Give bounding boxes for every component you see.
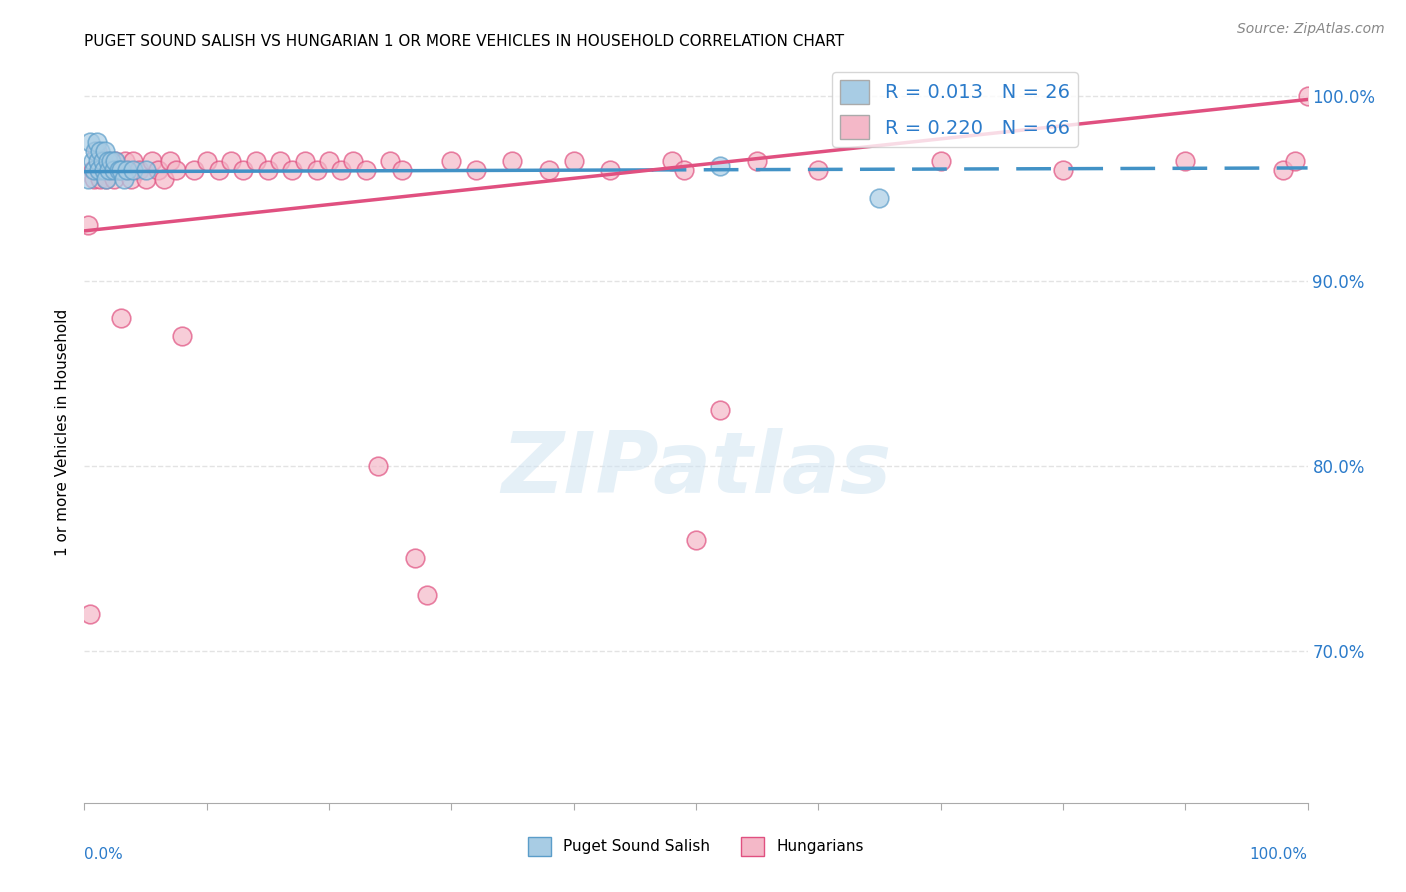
- Point: [89, 172, 111, 186]
- Point: [77, 219, 100, 233]
- Point: [367, 458, 389, 473]
- Point: [404, 551, 426, 566]
- Point: [104, 153, 127, 168]
- Point: [391, 162, 413, 177]
- Point: [86, 145, 108, 159]
- Point: [172, 329, 194, 343]
- Point: [110, 162, 132, 177]
- Point: [342, 153, 364, 168]
- Point: [153, 172, 176, 186]
- Point: [183, 162, 205, 177]
- Point: [807, 162, 830, 177]
- Point: [538, 162, 561, 177]
- Point: [440, 153, 463, 168]
- Point: [709, 403, 731, 417]
- Point: [93, 162, 115, 177]
- Point: [416, 589, 439, 603]
- Point: [107, 162, 129, 177]
- Point: [97, 153, 120, 168]
- Point: [195, 153, 218, 168]
- Point: [281, 162, 304, 177]
- Point: [159, 153, 181, 168]
- Point: [232, 162, 254, 177]
- Point: [94, 162, 117, 177]
- Point: [294, 153, 316, 168]
- Point: [269, 153, 291, 168]
- Point: [100, 162, 122, 177]
- Point: [107, 162, 129, 177]
- Point: [709, 159, 731, 173]
- Point: [380, 153, 402, 168]
- Point: [91, 153, 114, 168]
- Point: [672, 162, 695, 177]
- Point: [115, 162, 138, 177]
- Point: [110, 310, 132, 325]
- Point: [120, 172, 142, 186]
- Point: [91, 153, 114, 168]
- Point: [97, 153, 120, 168]
- Point: [135, 172, 157, 186]
- Point: [94, 145, 117, 159]
- Point: [82, 162, 104, 177]
- Point: [97, 162, 120, 177]
- Point: [685, 533, 707, 547]
- Point: [141, 153, 163, 168]
- Point: [330, 162, 353, 177]
- Point: [115, 162, 138, 177]
- Point: [77, 172, 100, 186]
- Point: [318, 153, 340, 168]
- Point: [208, 162, 231, 177]
- Point: [562, 153, 585, 168]
- Point: [869, 190, 891, 204]
- Point: [87, 162, 110, 177]
- Point: [84, 145, 107, 159]
- Point: [1284, 153, 1306, 168]
- Point: [1174, 153, 1197, 168]
- Point: [464, 162, 486, 177]
- Text: 0.0%: 0.0%: [84, 847, 124, 863]
- Point: [128, 162, 150, 177]
- Point: [96, 172, 118, 186]
- Point: [747, 153, 769, 168]
- Legend: Puget Sound Salish, Hungarians: Puget Sound Salish, Hungarians: [522, 831, 870, 862]
- Point: [87, 162, 110, 177]
- Point: [219, 153, 242, 168]
- Point: [122, 162, 145, 177]
- Point: [82, 153, 104, 168]
- Point: [1296, 88, 1319, 103]
- Point: [257, 162, 280, 177]
- Point: [146, 162, 169, 177]
- Point: [661, 153, 683, 168]
- Point: [103, 162, 125, 177]
- Point: [79, 607, 101, 621]
- Point: [83, 172, 105, 186]
- Point: [79, 135, 101, 149]
- Point: [103, 172, 125, 186]
- Point: [89, 145, 111, 159]
- Text: PUGET SOUND SALISH VS HUNGARIAN 1 OR MORE VEHICLES IN HOUSEHOLD CORRELATION CHAR: PUGET SOUND SALISH VS HUNGARIAN 1 OR MOR…: [84, 34, 845, 49]
- Point: [112, 172, 135, 186]
- Point: [96, 172, 118, 186]
- Text: 100.0%: 100.0%: [1250, 847, 1308, 863]
- Point: [502, 153, 524, 168]
- Point: [165, 162, 187, 177]
- Point: [599, 162, 621, 177]
- Point: [87, 153, 110, 168]
- Point: [86, 135, 108, 149]
- Point: [114, 153, 136, 168]
- Y-axis label: 1 or more Vehicles in Household: 1 or more Vehicles in Household: [55, 309, 70, 557]
- Point: [100, 153, 122, 168]
- Point: [305, 162, 328, 177]
- Point: [354, 162, 377, 177]
- Point: [929, 153, 952, 168]
- Point: [122, 153, 145, 168]
- Point: [83, 162, 105, 177]
- Text: ZIPatlas: ZIPatlas: [501, 428, 891, 511]
- Text: Source: ZipAtlas.com: Source: ZipAtlas.com: [1237, 22, 1385, 37]
- Point: [245, 153, 267, 168]
- Point: [1052, 162, 1074, 177]
- Point: [135, 162, 157, 177]
- Point: [1272, 162, 1295, 177]
- Point: [104, 153, 127, 168]
